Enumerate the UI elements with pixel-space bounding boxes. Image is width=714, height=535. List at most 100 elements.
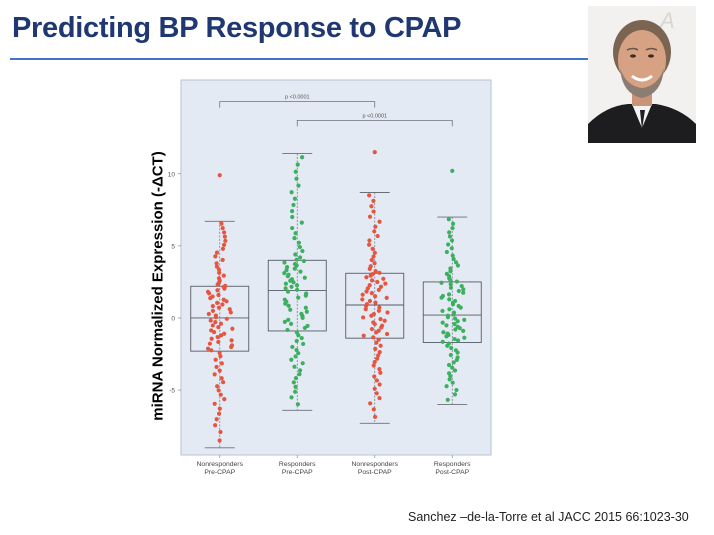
data-point (455, 263, 461, 268)
data-point (450, 380, 455, 385)
data-point (439, 280, 444, 285)
data-point (293, 389, 298, 394)
outlier-point (217, 173, 222, 178)
data-point (444, 323, 449, 328)
data-point (218, 333, 224, 338)
data-point (367, 214, 373, 219)
data-point (369, 257, 374, 263)
citation: Sanchez –de-la-Torre et al JACC 2015 66:… (408, 510, 689, 524)
data-point (455, 355, 460, 360)
data-point (297, 372, 302, 377)
data-point (295, 162, 300, 167)
data-point (450, 253, 455, 258)
data-point (452, 336, 457, 342)
data-point (440, 293, 446, 299)
data-point (371, 363, 376, 368)
box (422, 281, 482, 343)
data-point (454, 279, 460, 284)
data-point (440, 308, 445, 314)
data-point (374, 340, 379, 345)
data-point (286, 317, 291, 322)
data-point (213, 254, 218, 259)
significance-bracket (296, 119, 453, 127)
data-point (213, 320, 218, 325)
data-point (378, 284, 384, 289)
data-point (229, 343, 235, 348)
data-point (453, 348, 458, 353)
data-point (374, 391, 379, 396)
data-point (286, 303, 291, 308)
data-point (376, 308, 381, 313)
data-point (210, 308, 216, 313)
data-point (372, 250, 377, 255)
data-point (377, 219, 382, 224)
data-point (446, 362, 452, 368)
data-point (382, 318, 387, 323)
data-point (447, 307, 452, 312)
data-point (445, 397, 450, 402)
data-point (212, 372, 217, 377)
data-point (364, 302, 370, 307)
data-point (292, 266, 297, 271)
data-point (301, 258, 307, 264)
data-point (210, 294, 215, 299)
data-point (446, 371, 452, 376)
data-point (378, 370, 383, 375)
data-point (452, 392, 458, 397)
data-point (299, 311, 304, 316)
data-point (207, 341, 212, 346)
data-point (381, 276, 386, 281)
data-point (367, 283, 372, 288)
data-point (461, 328, 466, 333)
data-point (449, 345, 454, 351)
y-tick-label: 0 (171, 315, 175, 322)
data-point (446, 292, 452, 297)
data-point (303, 305, 308, 310)
data-point (447, 234, 453, 239)
data-point (282, 260, 287, 265)
data-point (378, 316, 383, 322)
data-point (220, 302, 225, 307)
data-point (293, 384, 298, 389)
data-point (365, 286, 370, 291)
data-point (217, 350, 222, 355)
slide-title: Predicting BP Response to CPAP (12, 12, 462, 44)
data-point (453, 298, 458, 304)
x-tick-label: Nonresponders Pre-CPAP (197, 461, 244, 476)
data-point (299, 335, 304, 341)
data-point (214, 417, 219, 422)
data-point (300, 155, 305, 160)
data-point (216, 305, 222, 310)
data-point (221, 242, 227, 247)
data-point (293, 169, 298, 174)
data-point (221, 380, 226, 385)
significance-bracket (219, 101, 376, 108)
data-point (301, 341, 306, 347)
data-point (372, 261, 377, 266)
data-point (215, 300, 220, 306)
data-point (293, 376, 299, 381)
data-point (214, 261, 219, 266)
data-point (370, 246, 375, 251)
data-point (360, 292, 365, 297)
data-point (285, 327, 290, 333)
data-point (373, 294, 378, 299)
data-point (210, 303, 215, 309)
data-point (384, 331, 390, 337)
data-point (294, 176, 299, 181)
data-point (445, 331, 450, 336)
data-point (456, 303, 461, 309)
data-point (214, 250, 220, 255)
data-point (459, 283, 464, 289)
data-point (294, 330, 299, 335)
data-point (218, 392, 223, 397)
data-point (209, 336, 214, 341)
data-point (215, 384, 220, 389)
data-point (289, 357, 294, 362)
data-point (360, 315, 366, 320)
data-point (219, 376, 224, 381)
data-point (375, 279, 380, 285)
data-point (446, 217, 451, 222)
data-point (302, 275, 307, 280)
data-point (369, 326, 375, 332)
